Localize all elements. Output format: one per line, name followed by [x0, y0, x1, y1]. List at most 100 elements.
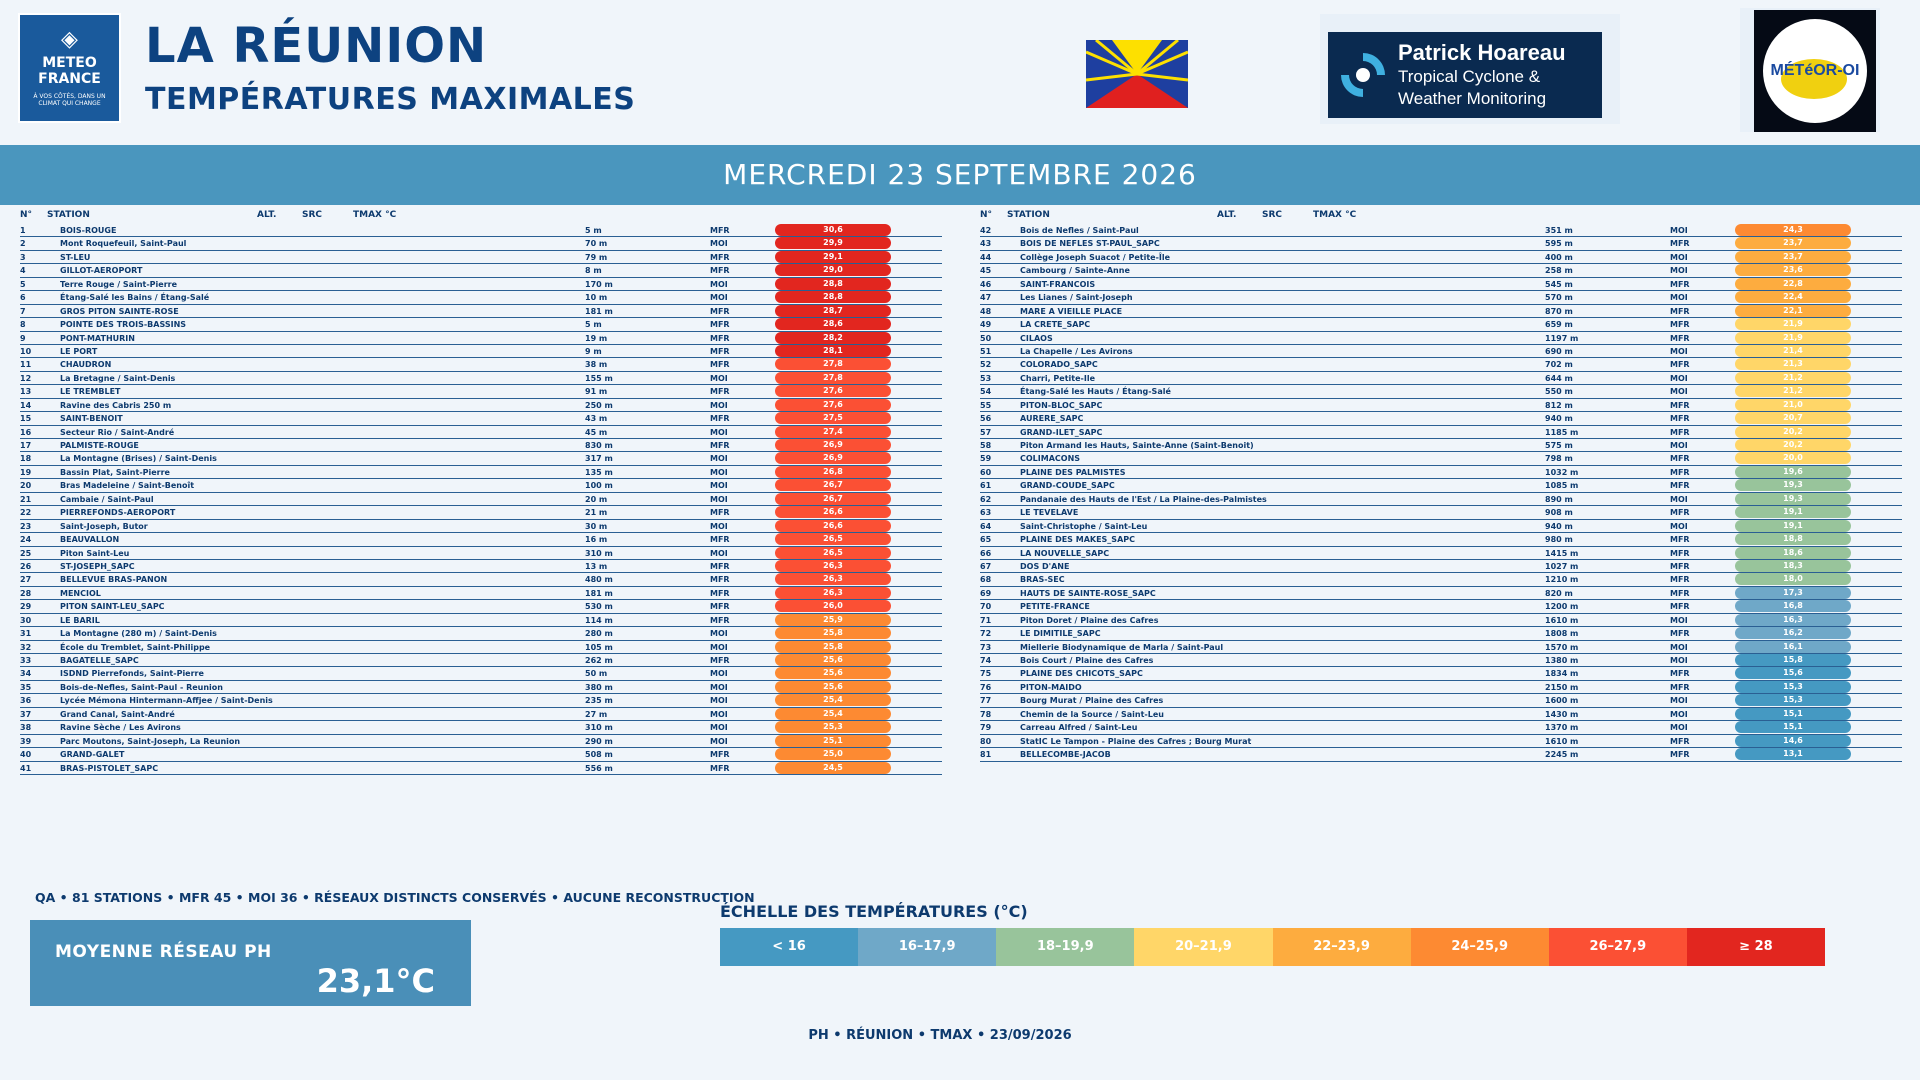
- row-number: 10: [20, 346, 32, 356]
- station-name: Saint-Christophe / Saint-Leu: [1020, 521, 1148, 531]
- table-row: 27 BELLEVUE BRAS-PANON 480 m MFR 26,3: [20, 573, 942, 587]
- altitude: 1210 m: [1545, 575, 1579, 585]
- altitude: 1085 m: [1545, 481, 1579, 491]
- row-number: 12: [20, 373, 32, 383]
- row-number: 80: [980, 736, 992, 746]
- altitude: 100 m: [585, 481, 613, 491]
- tmax-pill: 15,3: [1735, 694, 1851, 707]
- table-row: 77 Bourg Murat / Plaine des Cafres 1600 m M…: [980, 694, 1902, 708]
- tmax-pill: 24,5: [775, 761, 891, 774]
- date-banner: MERCREDI 23 SEPTEMBRE 2026: [0, 145, 1920, 205]
- station-name: La Montagne (280 m) / Saint-Denis: [60, 629, 217, 639]
- tmax-pill: 25,8: [775, 627, 891, 640]
- source: MOI: [1670, 387, 1688, 397]
- table-row: 17 PALMISTE-ROUGE 830 m MFR 26,9: [20, 439, 942, 453]
- table-row: 7 GROS PITON SAINTE-ROSE 181 m MFR 28,7: [20, 304, 942, 319]
- row-number: 19: [20, 467, 32, 477]
- station-name: PITON SAINT-LEU_SAPC: [60, 602, 165, 612]
- station-name: PLAINE DES CHICOTS_SAPC: [1020, 669, 1143, 679]
- station-name: SAINT-FRANCOIS: [1020, 279, 1096, 289]
- altitude: 1610 m: [1545, 736, 1579, 746]
- reunion-flag-icon: [1086, 40, 1188, 108]
- row-number: 47: [980, 293, 992, 303]
- patrick-hoareau-logo: Patrick Hoareau Tropical Cyclone & Weath…: [1320, 14, 1620, 124]
- tmax-pill: 30,6: [775, 224, 891, 236]
- average-value: 23,1°C: [316, 962, 435, 1000]
- table-row: 9 PONT-MATHURIN 19 m MFR 28,2: [20, 331, 942, 345]
- station-name: PLAINE DES PALMISTES: [1020, 467, 1126, 477]
- altitude: 155 m: [585, 373, 613, 383]
- altitude: 290 m: [585, 736, 613, 746]
- row-number: 52: [980, 360, 992, 370]
- station-name: Bourg Murat / Plaine des Cafres: [1020, 696, 1164, 706]
- tmax-pill: 19,6: [1735, 465, 1851, 478]
- tmax-pill: 25,0: [775, 748, 891, 761]
- row-number: 32: [20, 642, 32, 652]
- table-row: 4 GILLOT-AEROPORT 8 m MFR 29,0: [20, 264, 942, 278]
- scale-segment: 26–27,9: [1548, 928, 1687, 966]
- station-name: La Bretagne / Saint-Denis: [60, 373, 176, 383]
- source: MFR: [1670, 454, 1690, 464]
- altitude: 1197 m: [1545, 333, 1579, 343]
- station-name: Bois de Nefles / Saint-Paul: [1020, 226, 1139, 235]
- table-row: 16 Secteur Rio / Saint-André 45 m MOI 27,4: [20, 425, 942, 439]
- table-row: 80 StatIC Le Tampon - Plaine des Cafres ;…: [980, 734, 1902, 749]
- table-row: 53 Charri, Petite-Ile 644 m MOI 21,2: [980, 371, 1902, 386]
- station-name: GROS PITON SAINTE-ROSE: [60, 306, 179, 316]
- station-table-left: N° STATION ALT. SRC TMAX °C 1 BOIS-ROUGE 5…: [20, 208, 942, 775]
- tmax-pill: 26,0: [775, 600, 891, 613]
- source: MFR: [710, 441, 730, 450]
- table-row: 63 LE TEVELAVE 908 m MFR 19,1: [980, 506, 1902, 520]
- table-row: 31 La Montagne (280 m) / Saint-Denis 280 m…: [20, 627, 942, 641]
- header-tmax: TMAX °C: [353, 210, 397, 220]
- table-row: 78 Chemin de la Source / Saint-Leu 1430 m M…: [980, 707, 1902, 722]
- row-number: 41: [20, 763, 32, 773]
- station-name: Secteur Rio / Saint-André: [60, 427, 175, 437]
- source: MOI: [710, 481, 728, 491]
- station-name: PONT-MATHURIN: [60, 333, 135, 343]
- row-number: 50: [980, 333, 992, 343]
- logo-text-line1: METEO: [42, 55, 97, 71]
- meteor-oi-logo: MÉTéOR-OI: [1740, 8, 1880, 132]
- altitude: 820 m: [1545, 588, 1573, 598]
- station-name: Bassin Plat, Saint-Pierre: [60, 467, 170, 477]
- altitude: 1032 m: [1545, 467, 1579, 477]
- scale-segment: 22–23,9: [1272, 928, 1411, 966]
- table-row: 36 Lycée Mémona Hintermann-Affjee / Saint…: [20, 694, 942, 708]
- altitude: 258 m: [1545, 266, 1573, 276]
- table-row: 62 Pandanaie des Hauts de l'Est / La Plai…: [980, 492, 1902, 507]
- station-name: BEAUVALLON: [60, 535, 120, 545]
- source: MFR: [710, 387, 730, 397]
- tmax-pill: 15,6: [1735, 667, 1851, 680]
- header-source: SRC: [1262, 210, 1283, 220]
- table-row: 29 PITON SAINT-LEU_SAPC 530 m MFR 26,0: [20, 600, 942, 614]
- table-row: 67 DOS D'ANE 1027 m MFR 18,3: [980, 559, 1902, 574]
- station-name: PALMISTE-ROUGE: [60, 441, 139, 450]
- station-name: Pandanaie des Hauts de l'Est / La Plaine…: [1020, 494, 1267, 504]
- tmax-pill: 27,6: [775, 398, 891, 411]
- station-name: Lycée Mémona Hintermann-Affjee / Saint-D…: [60, 696, 273, 706]
- table-row: 57 GRAND-ILET_SAPC 1185 m MFR 20,2: [980, 425, 1902, 439]
- tmax-pill: 23,7: [1735, 237, 1851, 250]
- row-number: 14: [20, 400, 32, 410]
- station-name: BELLEVUE BRAS-PANON: [60, 575, 168, 585]
- table-row: 2 Mont Roquefeuil, Saint-Paul 70 m MOI 29,9: [20, 237, 942, 251]
- station-name: Grand Canal, Saint-André: [60, 709, 175, 719]
- meteo-france-logo: ◈ METEO FRANCE À VOS CÔTÉS, DANS UN CLIM…: [18, 13, 121, 123]
- altitude: 400 m: [1545, 252, 1573, 262]
- header-station: STATION: [1007, 210, 1050, 220]
- source: MFR: [710, 360, 730, 370]
- row-number: 21: [20, 494, 32, 504]
- table-row: 61 GRAND-COUDE_SAPC 1085 m MFR 19,3: [980, 479, 1902, 493]
- qa-summary: QA • 81 STATIONS • MFR 45 • MOI 36 • RÉS…: [35, 890, 755, 905]
- tmax-pill: 25,6: [775, 680, 891, 693]
- scale-segment: 16–17,9: [858, 928, 997, 966]
- tmax-pill: 26,3: [775, 573, 891, 586]
- table-row: 68 BRAS-SEC 1210 m MFR 18,0: [980, 573, 1902, 587]
- tmax-pill: 23,7: [1735, 250, 1851, 263]
- altitude: 1027 m: [1545, 561, 1579, 571]
- row-number: 38: [20, 723, 32, 733]
- station-name: La Montagne (Brises) / Saint-Denis: [60, 454, 217, 464]
- tmax-pill: 25,3: [775, 721, 891, 734]
- altitude: 575 m: [1545, 441, 1573, 450]
